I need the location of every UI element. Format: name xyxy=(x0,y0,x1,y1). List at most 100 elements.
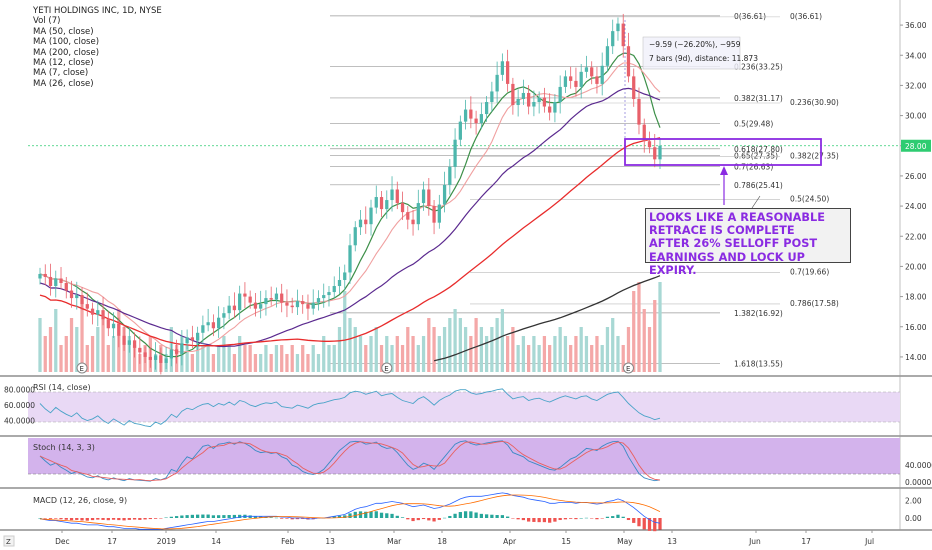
candle-body xyxy=(590,67,594,77)
volume-bar xyxy=(516,345,520,372)
volume-bar xyxy=(537,345,541,372)
annotation-pointer xyxy=(751,195,761,209)
candle-body xyxy=(217,317,221,329)
fib-level-label: 0.7(26.63) xyxy=(734,162,773,171)
macd-histogram-bar xyxy=(511,518,515,519)
candle-body xyxy=(153,355,158,360)
volume-bar xyxy=(348,318,352,372)
volume-bar xyxy=(238,336,242,372)
volume-bar xyxy=(463,327,468,372)
candle-body xyxy=(253,302,258,309)
fib-level-label: 0.7(19.66) xyxy=(790,268,829,277)
time-axis-tick: Dec xyxy=(55,537,70,546)
volume-bar xyxy=(406,327,410,372)
volume-bar xyxy=(626,327,631,372)
macd-histogram-bar xyxy=(195,514,200,518)
measure-tool-box xyxy=(642,36,741,70)
time-axis-tick: 13 xyxy=(667,537,677,546)
volume-bar xyxy=(106,345,110,372)
volume-bar xyxy=(616,336,620,372)
macd-histogram-bar xyxy=(69,518,74,521)
candle-body xyxy=(385,200,389,210)
volume-bar xyxy=(505,336,510,372)
volume-bar xyxy=(484,336,489,372)
candle-body xyxy=(653,147,657,160)
price-axis-tick: 26.00 xyxy=(905,172,927,181)
time-axis-tick: Jun xyxy=(748,537,761,546)
stoch-axis-tick: 0.0000 xyxy=(905,478,931,487)
macd-histogram-bar xyxy=(174,516,179,518)
price-axis-tick: 34.00 xyxy=(905,51,927,60)
stoch-band xyxy=(28,438,900,474)
volume-bar xyxy=(64,336,68,372)
earnings-marker-icon xyxy=(381,362,393,374)
volume-bar xyxy=(448,318,452,372)
legend-indicator: MA (12, close) xyxy=(33,58,94,69)
volume-bar xyxy=(395,336,399,372)
price-axis-tick: 30.00 xyxy=(905,112,927,121)
macd-histogram-bar xyxy=(490,514,494,518)
macd-histogram-bar xyxy=(542,518,547,523)
candle-body xyxy=(148,356,152,360)
volume-bar xyxy=(442,327,447,372)
macd-histogram-bar xyxy=(416,518,420,521)
macd-histogram-bar xyxy=(43,518,47,519)
candle-body xyxy=(495,74,499,92)
rsi-axis-tick: 80.0000 xyxy=(4,386,35,395)
candle-body xyxy=(658,145,662,160)
volume-bar xyxy=(647,327,652,372)
macd-label: MACD (12, 26, close, 9) xyxy=(33,496,128,505)
candle-body xyxy=(64,283,68,291)
volume-bar xyxy=(590,345,594,372)
annotation-callout[interactable]: LOOKS LIKE A REASONABLE RETRACE IS COMPL… xyxy=(645,208,851,277)
candle-body xyxy=(185,337,189,344)
macd-histogram-bar xyxy=(169,516,173,518)
candle-body xyxy=(463,109,468,122)
volume-bar xyxy=(316,354,321,372)
candle-body xyxy=(96,310,100,315)
candle-body xyxy=(132,340,137,348)
candle-body xyxy=(85,304,89,309)
macd-histogram-bar xyxy=(532,518,536,522)
volume-bar xyxy=(563,336,568,372)
earnings-marker-label: E xyxy=(80,365,84,373)
candle-body xyxy=(500,61,505,75)
zoom-toggle-label: Z xyxy=(6,538,11,546)
fib-level-label: 0.5(29.48) xyxy=(734,119,773,128)
macd-histogram-bar xyxy=(222,515,226,518)
macd-histogram-bar xyxy=(280,518,284,519)
volume-bar xyxy=(437,336,441,372)
macd-histogram-bar xyxy=(96,518,100,520)
volume-bar xyxy=(611,318,615,372)
volume-bar xyxy=(558,327,562,372)
macd-histogram-bar xyxy=(85,518,89,521)
macd-histogram-bar xyxy=(616,514,620,518)
fib-level-label: 0.786(25.41) xyxy=(734,181,783,190)
volume-bar xyxy=(59,345,63,372)
volume-bar xyxy=(495,318,499,372)
volume-bar xyxy=(511,327,515,372)
earnings-marker-label: E xyxy=(626,365,630,373)
candle-body xyxy=(290,305,294,308)
macd-axis-tick: 2.00 xyxy=(905,497,922,506)
volume-bar xyxy=(227,345,231,372)
macd-histogram-bar xyxy=(642,518,646,530)
candle-body xyxy=(164,358,168,363)
price-axis-tick: 32.00 xyxy=(905,81,927,90)
volume-bar xyxy=(306,354,310,372)
macd-histogram-bar xyxy=(217,515,221,518)
volume-bar xyxy=(80,300,84,372)
rsi-label: RSI (14, close) xyxy=(33,383,91,392)
volume-bar xyxy=(521,336,526,372)
time-axis-tick: 15 xyxy=(561,537,571,546)
candle-body xyxy=(311,302,315,309)
candle-body xyxy=(227,305,231,314)
candle-body xyxy=(269,298,273,300)
volume-bar xyxy=(416,345,420,372)
candle-body xyxy=(505,61,510,84)
volume-bar xyxy=(301,345,305,372)
macd-histogram-bar xyxy=(201,514,205,518)
candle-body xyxy=(232,305,237,311)
stoch-axis-tick: 40.0000 xyxy=(905,461,932,470)
